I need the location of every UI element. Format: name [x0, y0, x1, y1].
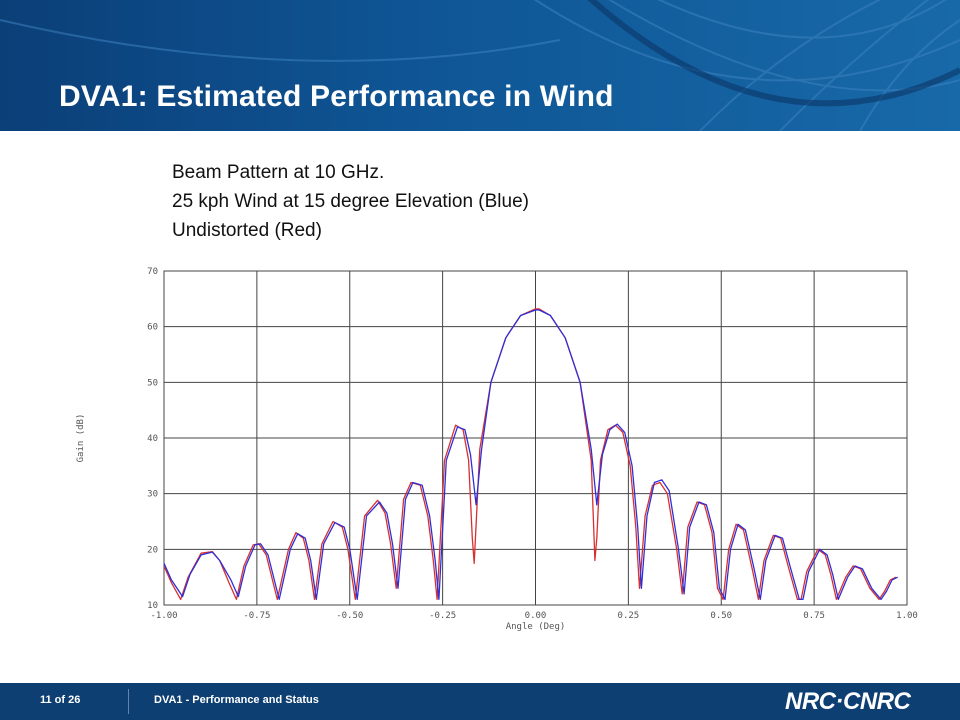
y-tick-label: 10 — [147, 601, 158, 611]
globe-grid-decoration — [0, 0, 960, 131]
x-axis-label: Angle (Deg) — [506, 622, 566, 632]
nrc-cnrc-logo: NRC·CNRC — [785, 688, 911, 715]
x-tick-label: 0.00 — [525, 611, 547, 621]
chart-ticks: -1.00 -0.75 -0.50 -0.25 0.00 0.25 0.50 0.75 1.00… — [147, 267, 918, 621]
slide-header: DVA1: Estimated Performance in Wind — [0, 0, 960, 131]
caption-line-2: 25 kph Wind at 15 degree Elevation (Blue… — [172, 191, 529, 212]
chart-series — [163, 308, 898, 601]
slide-title: DVA1: Estimated Performance in Wind — [59, 80, 614, 113]
y-tick-label: 50 — [147, 378, 158, 388]
footer-title: DVA1 - Performance and Status — [154, 694, 319, 706]
y-tick-label: 20 — [147, 545, 158, 555]
slide-footer: 11 of 26 DVA1 - Performance and Status — [0, 683, 960, 720]
y-tick-label: 70 — [147, 267, 158, 277]
x-tick-label: 1.00 — [896, 611, 918, 621]
page-number: 11 of 26 — [40, 694, 81, 706]
caption-line-1: Beam Pattern at 10 GHz. — [172, 162, 385, 183]
x-tick-label: 0.50 — [710, 611, 732, 621]
beam-pattern-chart: -1.00 -0.75 -0.50 -0.25 0.00 0.25 0.50 0.75 1.00… — [76, 267, 918, 632]
x-tick-label: 0.25 — [618, 611, 640, 621]
x-tick-label: -0.75 — [243, 611, 270, 621]
y-tick-label: 30 — [147, 490, 158, 500]
series-line-blue — [163, 309, 898, 601]
footer-divider — [128, 689, 129, 714]
x-tick-label: -0.50 — [336, 611, 363, 621]
caption-line-3: Undistorted (Red) — [172, 220, 322, 241]
x-tick-label: 0.75 — [803, 611, 825, 621]
y-tick-label: 60 — [147, 323, 158, 333]
x-tick-label: -1.00 — [150, 611, 177, 621]
y-tick-label: 40 — [147, 434, 158, 444]
y-axis-label: Gain (dB) — [76, 414, 86, 463]
chart-caption: Beam Pattern at 10 GHz. 25 kph Wind at 1… — [172, 158, 529, 245]
x-tick-label: -0.25 — [429, 611, 456, 621]
